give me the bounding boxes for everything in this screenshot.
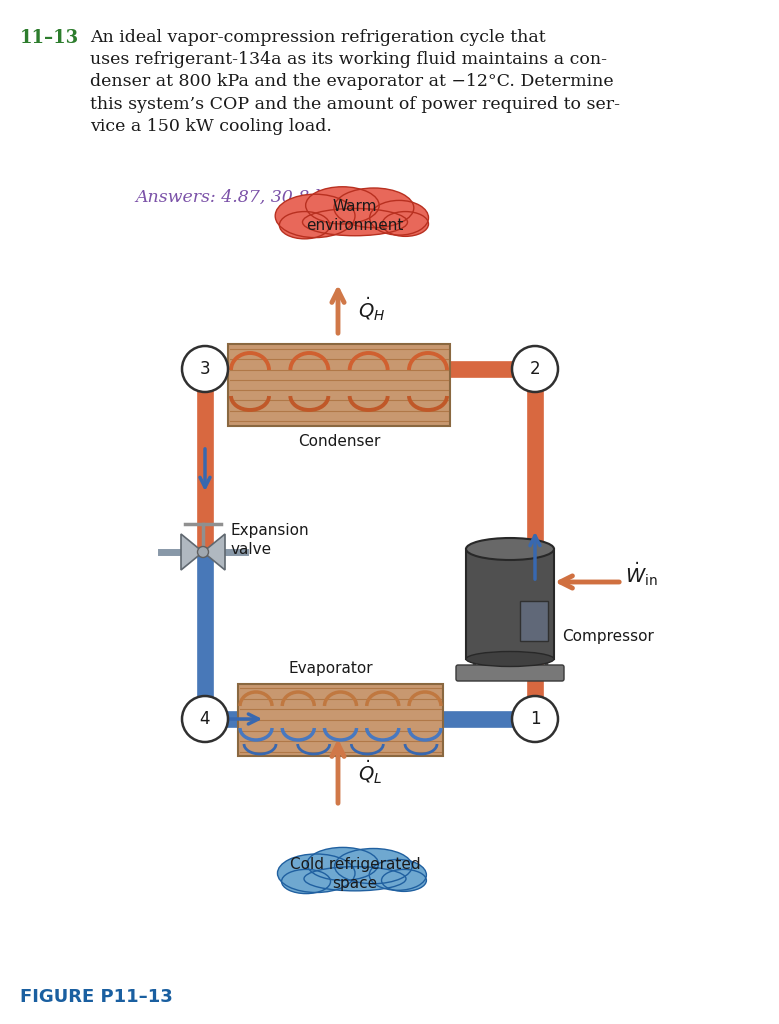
Polygon shape (181, 534, 203, 570)
Polygon shape (466, 549, 554, 659)
Ellipse shape (275, 195, 355, 238)
Text: Evaporator: Evaporator (288, 662, 373, 676)
Text: Cold refrigerated
space: Cold refrigerated space (290, 857, 421, 891)
Ellipse shape (304, 866, 406, 891)
Text: 4: 4 (199, 710, 210, 728)
Ellipse shape (370, 201, 428, 236)
Text: Expansion
valve: Expansion valve (231, 523, 309, 557)
Text: Answers: 4.87, 30.8 kW: Answers: 4.87, 30.8 kW (135, 189, 343, 206)
Ellipse shape (335, 849, 412, 884)
Text: $\dot{Q}_H$: $\dot{Q}_H$ (358, 295, 386, 323)
Text: 11–13: 11–13 (20, 29, 79, 47)
Text: Condenser: Condenser (298, 434, 380, 449)
Ellipse shape (334, 188, 414, 227)
Circle shape (512, 346, 558, 392)
FancyBboxPatch shape (456, 665, 564, 681)
FancyBboxPatch shape (228, 344, 450, 426)
Text: Compressor: Compressor (562, 629, 654, 644)
Ellipse shape (281, 869, 330, 894)
Circle shape (512, 696, 558, 742)
Polygon shape (203, 534, 225, 570)
Ellipse shape (280, 212, 330, 239)
Ellipse shape (305, 186, 379, 224)
Text: Warm
environment: Warm environment (306, 200, 404, 232)
Text: 3: 3 (199, 360, 210, 378)
Text: 2: 2 (530, 360, 541, 378)
Text: An ideal vapor-compression refrigeration cycle that
uses refrigerant-134a as its: An ideal vapor-compression refrigeration… (90, 29, 620, 135)
Circle shape (182, 346, 228, 392)
Ellipse shape (382, 869, 426, 892)
Ellipse shape (466, 538, 554, 560)
Circle shape (198, 547, 209, 557)
Ellipse shape (382, 212, 428, 237)
FancyBboxPatch shape (238, 684, 443, 756)
Ellipse shape (277, 854, 355, 893)
Ellipse shape (466, 651, 554, 667)
Ellipse shape (307, 848, 379, 881)
Circle shape (182, 696, 228, 742)
Ellipse shape (369, 859, 426, 890)
FancyBboxPatch shape (520, 601, 548, 641)
Text: 1: 1 (530, 710, 541, 728)
Ellipse shape (302, 209, 407, 236)
Text: $\dot{W}_{\rm in}$: $\dot{W}_{\rm in}$ (625, 560, 657, 588)
Text: FIGURE P11–13: FIGURE P11–13 (20, 988, 173, 1006)
Text: $\dot{Q}_L$: $\dot{Q}_L$ (358, 758, 382, 786)
